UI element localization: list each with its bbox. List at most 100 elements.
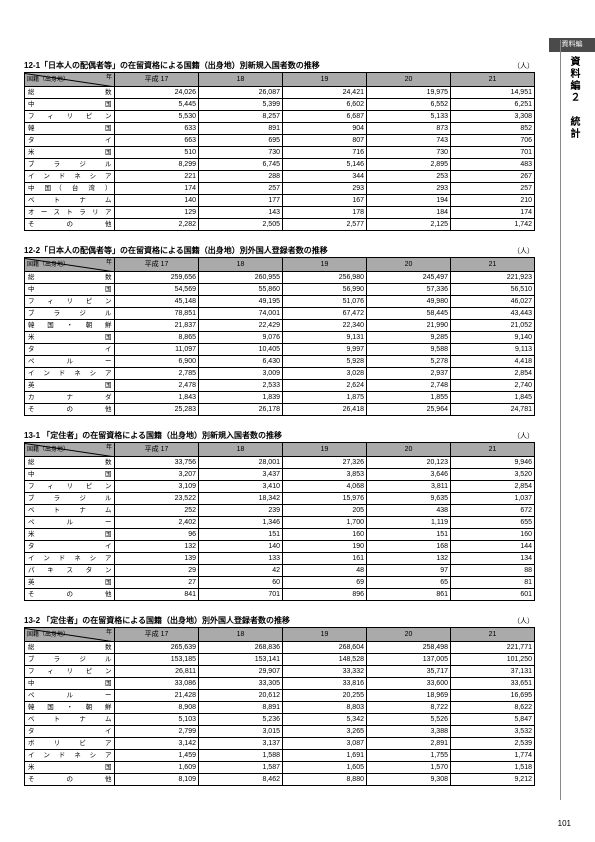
- table-row: そ の 他25,28326,17826,41825,96424,781: [25, 404, 535, 416]
- cell-value: 26,087: [199, 87, 283, 99]
- cell-value: 21,837: [115, 320, 199, 332]
- section-title: 12-2「日本人の配偶者等」の在留資格による国籍（出身地）別外国人登録者数の推移: [24, 245, 328, 256]
- cell-value: 438: [367, 505, 451, 517]
- side-section-label: 資料編２ 統計: [566, 56, 581, 140]
- year-header: 18: [199, 73, 283, 87]
- row-label: ベ ト ナ ム: [25, 714, 115, 726]
- cell-value: 3,520: [451, 469, 535, 481]
- cell-value: 807: [283, 135, 367, 147]
- cell-value: 743: [367, 135, 451, 147]
- table-row: 総 数265,639268,836268,604258,498221,771: [25, 642, 535, 654]
- cell-value: 3,265: [283, 726, 367, 738]
- table-row: そ の 他8,1098,4628,8809,3089,212: [25, 774, 535, 786]
- table-row: イ ン ド ネ シ ア2,7853,0093,0282,9372,854: [25, 368, 535, 380]
- section-title: 13-1 「定住者」の在留資格による国籍（出身地）別新規入国者数の推移: [24, 430, 282, 441]
- cell-value: 33,305: [199, 678, 283, 690]
- row-label: ボ リ ビ ア: [25, 738, 115, 750]
- cell-value: 65: [367, 577, 451, 589]
- row-label: イ ン ド ネ シ ア: [25, 368, 115, 380]
- row-label: タ イ: [25, 344, 115, 356]
- cell-value: 132: [115, 541, 199, 553]
- cell-value: 33,816: [283, 678, 367, 690]
- cell-value: 1,742: [451, 219, 535, 231]
- cell-value: 160: [283, 529, 367, 541]
- cell-value: 1,839: [199, 392, 283, 404]
- table-row: 中 国（ 台 湾 ）174257293293257: [25, 183, 535, 195]
- year-header: 18: [199, 443, 283, 457]
- cell-value: 2,505: [199, 219, 283, 231]
- cell-value: 3,308: [451, 111, 535, 123]
- cell-value: 3,853: [283, 469, 367, 481]
- cell-value: 3,142: [115, 738, 199, 750]
- corner-top: 年: [106, 443, 112, 454]
- year-header: 20: [367, 258, 451, 272]
- cell-value: 701: [451, 147, 535, 159]
- table-row: ブ ラ ジ ル153,185153,141148,528137,005101,2…: [25, 654, 535, 666]
- row-label: フ ィ リ ピ ン: [25, 666, 115, 678]
- table-row: フ ィ リ ピ ン45,14849,19551,07649,98046,027: [25, 296, 535, 308]
- row-label: ベ ト ナ ム: [25, 505, 115, 517]
- unit-label: （人）: [513, 431, 534, 441]
- table-row: 韓 国 ・ 朝 鮮21,83722,42922,34021,99021,052: [25, 320, 535, 332]
- table-row: タ イ2,7993,0153,2653,3883,532: [25, 726, 535, 738]
- row-label: 総 数: [25, 272, 115, 284]
- cell-value: 21,990: [367, 320, 451, 332]
- cell-value: 210: [451, 195, 535, 207]
- row-label: そ の 他: [25, 774, 115, 786]
- cell-value: 5,445: [115, 99, 199, 111]
- row-label: フ ィ リ ピ ン: [25, 111, 115, 123]
- cell-value: 2,125: [367, 219, 451, 231]
- cell-value: 5,342: [283, 714, 367, 726]
- cell-value: 26,811: [115, 666, 199, 678]
- year-header: 平成 17: [115, 258, 199, 272]
- cell-value: 15,976: [283, 493, 367, 505]
- row-label: 韓 国 ・ 朝 鮮: [25, 702, 115, 714]
- row-label: フ ィ リ ピ ン: [25, 296, 115, 308]
- cell-value: 8,908: [115, 702, 199, 714]
- row-label: イ ン ド ネ シ ア: [25, 750, 115, 762]
- cell-value: 2,740: [451, 380, 535, 392]
- cell-value: 2,854: [451, 481, 535, 493]
- cell-value: 132: [367, 553, 451, 565]
- year-header: 平成 17: [115, 628, 199, 642]
- cell-value: 9,588: [367, 344, 451, 356]
- cell-value: 178: [283, 207, 367, 219]
- row-label: 中 国: [25, 469, 115, 481]
- corner-bottom: 国籍（出身地）: [27, 75, 69, 86]
- table-row: 総 数33,75628,00127,32620,1239,946: [25, 457, 535, 469]
- cell-value: 33,086: [115, 678, 199, 690]
- cell-value: 29: [115, 565, 199, 577]
- cell-value: 3,532: [451, 726, 535, 738]
- cell-value: 137,005: [367, 654, 451, 666]
- row-label: 中 国（ 台 湾 ）: [25, 183, 115, 195]
- cell-value: 701: [199, 589, 283, 601]
- cell-value: 6,552: [367, 99, 451, 111]
- cell-value: 144: [451, 541, 535, 553]
- year-header: 18: [199, 628, 283, 642]
- table-row: 米 国510730716730701: [25, 147, 535, 159]
- table-row: 米 国8,8659,0769,1319,2859,140: [25, 332, 535, 344]
- row-label: ペ ル ー: [25, 690, 115, 702]
- table-row: タ イ11,09710,4059,9979,5889,113: [25, 344, 535, 356]
- cell-value: 3,646: [367, 469, 451, 481]
- cell-value: 861: [367, 589, 451, 601]
- cell-value: 1,755: [367, 750, 451, 762]
- cell-value: 601: [451, 589, 535, 601]
- row-label: 米 国: [25, 147, 115, 159]
- cell-value: 288: [199, 171, 283, 183]
- table-row: 総 数24,02626,08724,42119,97514,951: [25, 87, 535, 99]
- row-label: 中 国: [25, 99, 115, 111]
- cell-value: 3,028: [283, 368, 367, 380]
- row-label: タ イ: [25, 726, 115, 738]
- row-label: 総 数: [25, 642, 115, 654]
- table-row: ベ ト ナ ム5,1035,2365,3425,5265,847: [25, 714, 535, 726]
- row-label: 米 国: [25, 529, 115, 541]
- corner-bottom: 国籍（出身地）: [27, 445, 69, 456]
- cell-value: 1,875: [283, 392, 367, 404]
- corner-top: 年: [106, 258, 112, 269]
- cell-value: 2,533: [199, 380, 283, 392]
- cell-value: 1,609: [115, 762, 199, 774]
- cell-value: 5,526: [367, 714, 451, 726]
- year-header: 平成 17: [115, 73, 199, 87]
- cell-value: 5,399: [199, 99, 283, 111]
